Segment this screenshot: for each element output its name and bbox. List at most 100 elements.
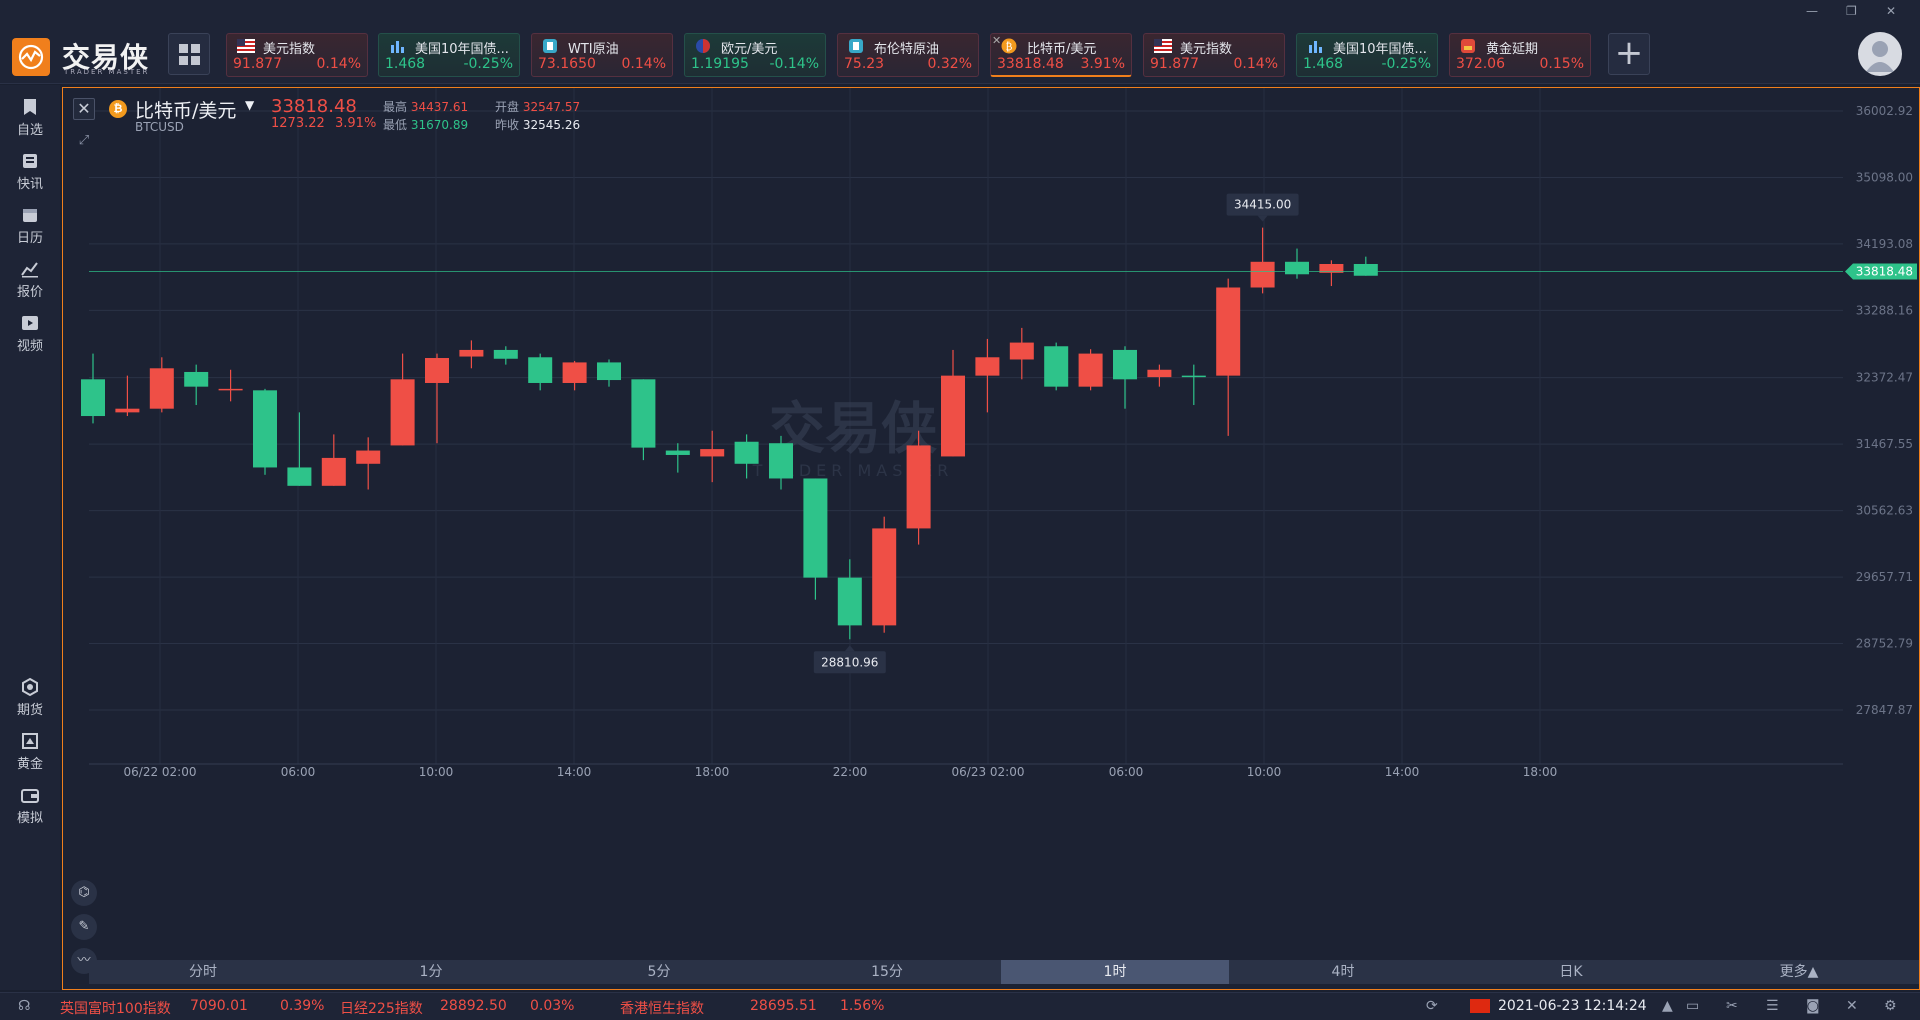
quote-name: 比特币/美元	[1027, 42, 1097, 57]
sidebar-item[interactable]: 自选	[0, 91, 60, 141]
quote-tab[interactable]: 欧元/美元 1.19195 -0.14%	[684, 33, 826, 77]
restore-button[interactable]: ❐	[1846, 4, 1857, 18]
close-window-button[interactable]: ✕	[1886, 4, 1897, 18]
quote-tab[interactable]: 美国10年国债... 1.468 -0.25%	[1296, 33, 1438, 77]
minimize-button[interactable]: —	[1806, 4, 1818, 18]
candle-body[interactable]	[115, 408, 140, 413]
status-bar: ☊ 英国富时100指数 7090.01 0.39% 日经225指数 28892.50 0.…	[0, 992, 1920, 1020]
stat-low: 最低 31670.89	[383, 118, 469, 132]
candle-body[interactable]	[321, 457, 346, 486]
candle-body[interactable]	[459, 349, 484, 357]
candle-body[interactable]	[803, 478, 828, 578]
quote-tab[interactable]: 美国10年国债... 1.468 -0.25%	[378, 33, 520, 77]
period-tab[interactable]: 更多▲	[1779, 964, 1819, 980]
candle-body[interactable]	[837, 577, 862, 626]
candle-body[interactable]	[356, 450, 381, 464]
quote-tab[interactable]: 黄金延期 372.06 0.15%	[1449, 33, 1591, 77]
candle-body[interactable]	[528, 357, 553, 383]
period-tab[interactable]: 1分	[419, 964, 443, 980]
sidebar-item[interactable]: 快讯	[0, 145, 60, 195]
sidebar-item[interactable]: 黄金	[0, 725, 60, 775]
period-tab[interactable]: 1时	[1001, 960, 1229, 984]
close-tab-icon[interactable]: ✕	[992, 34, 1002, 47]
candle-body[interactable]	[665, 450, 690, 455]
headset-icon[interactable]: ☊	[18, 998, 31, 1014]
calendar-icon	[19, 205, 41, 225]
quote-tab[interactable]: 美元指数 91.877 0.14%	[1143, 33, 1285, 77]
candle-body[interactable]	[1113, 349, 1137, 380]
candle-body[interactable]	[184, 371, 209, 387]
candle-body[interactable]	[425, 358, 449, 383]
candle-body[interactable]	[1078, 353, 1103, 387]
quote-tab[interactable]: 布伦特原油 75.23 0.32%	[837, 33, 979, 77]
y-tick-label: 34193.08	[1856, 237, 1913, 251]
candle-body[interactable]	[769, 443, 793, 479]
sidebar-item[interactable]: 报价	[0, 253, 60, 303]
candle-body[interactable]	[390, 379, 415, 446]
sidebar-item[interactable]: 模拟	[0, 779, 60, 829]
candle-body[interactable]	[1044, 346, 1069, 387]
candlestick-chart[interactable]: 36002.92 35098.00 34193.08 33288.16 32372.47…	[63, 88, 1919, 958]
candle-body[interactable]	[941, 375, 965, 457]
candle-body[interactable]	[1181, 375, 1206, 378]
add-quote-button[interactable]: +	[1608, 33, 1650, 75]
indicator-tool-icon[interactable]: ⌬	[71, 880, 97, 906]
ticker-name[interactable]: 英国富时100指数	[60, 1001, 171, 1017]
candle-body[interactable]	[493, 349, 518, 359]
candle-body[interactable]	[287, 467, 312, 486]
period-tab[interactable]: 15分	[871, 964, 903, 980]
mute-icon[interactable]: ✕	[1846, 998, 1858, 1014]
user-avatar[interactable]	[1858, 32, 1902, 76]
ticker-name[interactable]: 日经225指数	[340, 1001, 423, 1017]
quote-price: 1.468	[1303, 56, 1344, 72]
period-tab[interactable]: 4时	[1331, 964, 1355, 980]
screen-icon[interactable]: ▭	[1686, 998, 1700, 1014]
watermark-subtext: TRADER MASTER	[752, 461, 954, 480]
candle-body[interactable]	[1009, 342, 1034, 360]
candle-body[interactable]	[1147, 369, 1172, 378]
video-icon	[19, 313, 41, 333]
close-chart-button[interactable]: ✕	[73, 98, 95, 120]
candle-body[interactable]	[1250, 261, 1275, 288]
candle-body[interactable]	[149, 368, 174, 409]
quote-tab[interactable]: WTI原油 73.1650 0.14%	[531, 33, 673, 77]
candle-body[interactable]	[872, 528, 897, 626]
sidebar-item[interactable]: 日历	[0, 199, 60, 249]
candle-body[interactable]	[1285, 261, 1309, 275]
ticker-value: 28892.50	[440, 998, 507, 1014]
quote-tab[interactable]: ✕ ₿ 比特币/美元 33818.48 3.91%	[990, 33, 1132, 77]
draw-pen-icon[interactable]: ✎	[71, 914, 97, 940]
candle-body[interactable]	[631, 379, 656, 448]
symbol-name[interactable]: 比特币/美元	[135, 100, 237, 122]
oil-icon	[848, 38, 864, 53]
candle-body[interactable]	[597, 362, 621, 381]
tools-icon[interactable]: ✂	[1726, 998, 1738, 1014]
expand-icon[interactable]: ⤢	[78, 133, 90, 148]
candle-body[interactable]	[562, 362, 587, 383]
candle-body[interactable]	[906, 445, 931, 529]
layout-grid-button[interactable]	[168, 33, 210, 75]
period-tab[interactable]: 日K	[1559, 964, 1583, 980]
candle-body[interactable]	[218, 388, 243, 391]
ticker-name[interactable]: 香港恒生指数	[620, 1001, 704, 1017]
symbol-dropdown-icon[interactable]: ▼	[245, 98, 255, 112]
candle-body[interactable]	[1319, 263, 1344, 273]
network-icon[interactable]: ⟳	[1426, 998, 1438, 1014]
camera-icon[interactable]: ◙	[1806, 998, 1820, 1014]
period-tab[interactable]: 5分	[647, 964, 671, 980]
list-icon[interactable]: ☰	[1766, 998, 1779, 1014]
candle-body[interactable]	[253, 390, 277, 468]
sidebar-item[interactable]: 视频	[0, 307, 60, 357]
period-tab[interactable]: 分时	[189, 964, 217, 980]
candle-body[interactable]	[734, 441, 759, 464]
candle-body[interactable]	[81, 379, 105, 417]
candle-body[interactable]	[1353, 263, 1378, 276]
sidebar-item[interactable]: 期货	[0, 671, 60, 721]
quote-change-pct: 0.32%	[927, 56, 972, 72]
candle-body[interactable]	[975, 357, 1000, 376]
candle-body[interactable]	[1216, 287, 1241, 376]
quote-tab[interactable]: 美元指数 91.877 0.14%	[226, 33, 368, 77]
expand-up-icon[interactable]: ▲	[1662, 998, 1673, 1014]
candle-body[interactable]	[700, 449, 725, 457]
settings-icon[interactable]: ⚙	[1884, 998, 1897, 1014]
